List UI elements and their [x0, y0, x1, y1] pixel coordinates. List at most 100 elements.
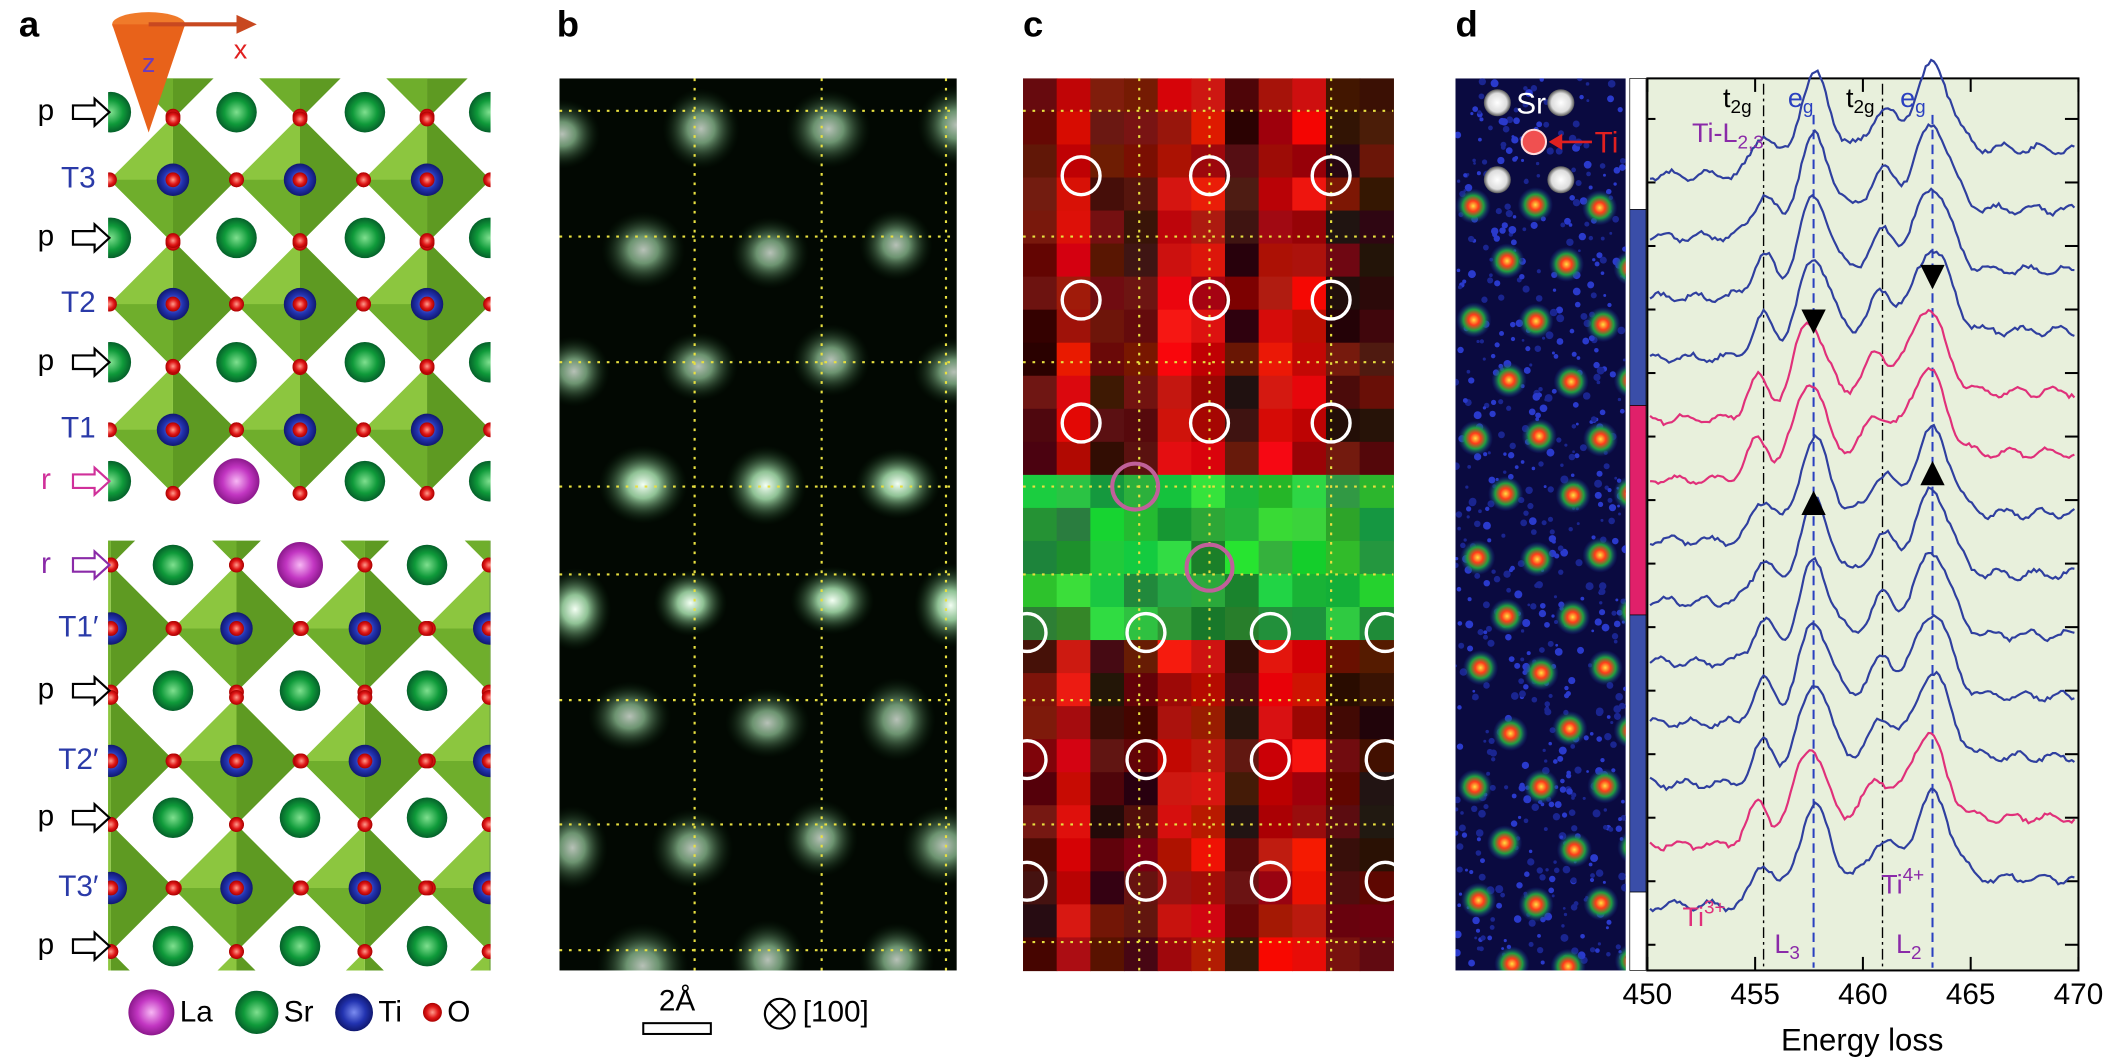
map-pixel	[1023, 706, 1058, 740]
site-circle	[1188, 402, 1231, 444]
o-atom	[229, 296, 244, 312]
noise	[1490, 353, 1496, 359]
map-pixel	[1056, 871, 1092, 906]
map-pixel	[1359, 904, 1394, 939]
ti-column	[1582, 537, 1618, 573]
map-pixel	[1023, 78, 1058, 113]
noise	[1594, 618, 1602, 626]
noise	[1572, 402, 1579, 408]
noise	[1526, 651, 1531, 656]
noise	[1548, 693, 1553, 699]
noise	[1474, 936, 1478, 940]
noise	[1455, 557, 1459, 561]
noise	[1481, 159, 1488, 165]
spectrum-curve	[1649, 551, 2075, 669]
noise	[1536, 867, 1543, 874]
map-pixel	[1123, 144, 1159, 179]
noise	[1568, 526, 1573, 532]
map-pixel	[1056, 540, 1092, 575]
o-atom	[545, 1008, 560, 1023]
noise	[1604, 485, 1609, 490]
noise	[1594, 261, 1600, 267]
x-axis-title: Energy loss	[1781, 1022, 1943, 1057]
map-pixel	[1157, 408, 1192, 443]
noise	[1457, 526, 1461, 531]
noise	[1610, 720, 1614, 725]
map-pixel	[1090, 838, 1125, 873]
noise	[1576, 522, 1580, 526]
map-pixel	[1224, 342, 1260, 377]
map-pixel	[1292, 573, 1327, 608]
noise	[1478, 78, 1486, 86]
annotation-superscript: 3+	[1704, 897, 1726, 918]
noise	[1539, 404, 1548, 413]
noise	[1476, 339, 1480, 344]
octahedron	[427, 78, 468, 119]
noise	[1571, 167, 1576, 173]
map-pixel	[1157, 805, 1192, 839]
map-pixel	[1359, 507, 1394, 542]
ti-column	[1550, 948, 1586, 971]
annotation-subscript: 2g	[1731, 97, 1752, 118]
map-pixel	[1023, 408, 1058, 443]
noise	[1559, 786, 1567, 793]
noise	[1572, 450, 1575, 454]
noise	[1594, 491, 1602, 499]
noise	[1455, 949, 1461, 957]
noise	[1580, 596, 1585, 601]
noise	[1503, 452, 1507, 456]
o-atom	[356, 296, 371, 312]
ti-column	[1492, 715, 1528, 751]
o-atom	[229, 621, 244, 636]
noise	[1456, 743, 1464, 750]
noise	[1483, 739, 1487, 743]
map-pixel	[1023, 375, 1058, 410]
map-pixel	[1090, 111, 1125, 146]
sr-atom	[468, 341, 491, 383]
map-pixel	[1359, 111, 1394, 146]
noise	[1623, 686, 1626, 692]
noise	[1554, 801, 1562, 808]
map-pixel	[1157, 111, 1192, 146]
la-atom	[213, 458, 260, 505]
map-pixel	[1090, 573, 1125, 608]
site-circle	[1249, 860, 1291, 902]
noise	[1529, 363, 1533, 367]
noise	[1618, 512, 1621, 516]
octahedron	[110, 824, 175, 952]
ti-column	[1491, 362, 1527, 398]
annotation: Ti-L2,3	[1692, 118, 1764, 153]
map-pixel	[1056, 673, 1092, 707]
octahedron	[109, 179, 173, 244]
annotation-superscript: 4+	[1903, 865, 1925, 886]
atom-column	[901, 805, 957, 886]
noise	[1621, 799, 1625, 804]
site-circle	[1060, 402, 1102, 444]
o-atom	[419, 233, 435, 249]
noise	[1571, 825, 1578, 832]
ti-column	[1582, 421, 1619, 457]
noise	[1503, 938, 1507, 943]
noise	[1479, 117, 1484, 122]
noise	[1605, 926, 1609, 930]
noise	[1572, 120, 1580, 128]
noise	[1479, 339, 1485, 344]
map-pixel	[1359, 408, 1394, 443]
noise	[1488, 125, 1493, 131]
noise	[1560, 548, 1569, 557]
o-atom	[545, 494, 560, 509]
noise	[1572, 287, 1581, 296]
map-pixel	[1056, 111, 1092, 146]
noise	[1587, 281, 1595, 289]
atom-column	[791, 324, 871, 397]
map-pixel	[1359, 342, 1394, 377]
noise	[1457, 903, 1462, 908]
map-pixel	[1292, 78, 1327, 113]
map-pixel	[1023, 441, 1058, 476]
noise	[1564, 685, 1569, 691]
map-pixel	[1023, 540, 1058, 575]
noise	[1574, 453, 1580, 459]
noise	[1472, 106, 1479, 112]
o-atom	[229, 817, 244, 832]
ti-column	[1582, 190, 1618, 226]
